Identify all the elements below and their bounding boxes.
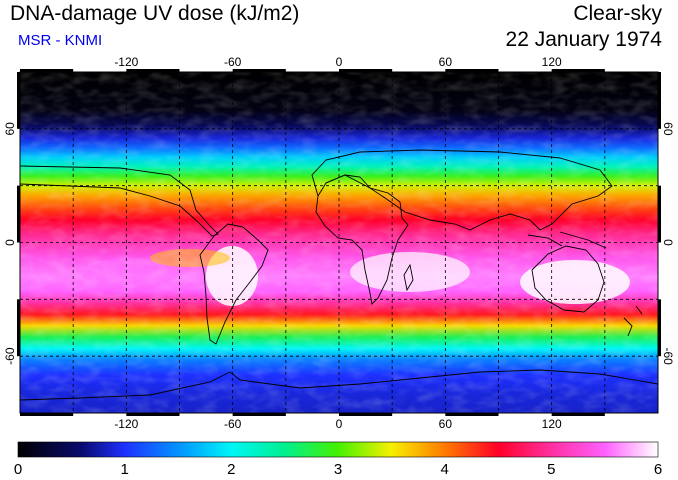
frame-seg-right-2 — [658, 185, 661, 243]
frame-seg-top-6 — [339, 69, 393, 72]
graticule — [20, 72, 658, 413]
lat-tick-right-0: 60 — [661, 122, 675, 136]
colorbar — [17, 441, 659, 458]
frame-seg-top-8 — [445, 69, 499, 72]
colorbar-labels: 0 1 2 3 4 5 6 — [14, 461, 662, 478]
lon-tick-top-2: 0 — [336, 55, 343, 69]
lon-tick-top-1: -60 — [224, 55, 242, 69]
australia-coastline — [531, 245, 605, 313]
lon-tick-bottom-1: -60 — [224, 417, 242, 431]
lat-labels-left: 60 0 -60 — [3, 122, 17, 365]
lat-tick-left-1: 0 — [3, 239, 17, 246]
colorbar-label-1: 1 — [120, 461, 128, 478]
frame-seg-left-0 — [17, 72, 20, 129]
lon-labels-bottom: -120 -60 0 60 120 — [114, 417, 562, 431]
source-label: MSR - KNMI — [18, 32, 103, 49]
lon-tick-top-3: 60 — [439, 55, 453, 69]
africa-coastline — [315, 174, 409, 305]
antarctica-coastline — [20, 369, 658, 401]
map-field — [20, 72, 658, 413]
frame-seg-bottom-10 — [551, 413, 605, 416]
colorbar-label-4: 4 — [440, 461, 448, 478]
frame-seg-left-2 — [17, 185, 20, 243]
frame-seg-bottom-6 — [339, 413, 393, 416]
lon-tick-top-0: -120 — [114, 55, 138, 69]
colorbar-label-5: 5 — [547, 461, 555, 478]
frame-seg-bottom-4 — [232, 413, 286, 416]
eurasia-coastline — [311, 149, 613, 231]
chart-title: DNA-damage UV dose (kJ/m2) — [10, 2, 300, 25]
frame-seg-top-2 — [126, 69, 180, 72]
lon-tick-bottom-0: -120 — [114, 417, 138, 431]
lat-tick-left-0: 60 — [3, 122, 17, 136]
frame-seg-top-10 — [551, 69, 605, 72]
lat-tick-left-2: -60 — [3, 347, 17, 365]
frame-seg-left-4 — [17, 299, 20, 357]
colorbar-label-0: 0 — [14, 461, 22, 478]
lat-labels-right: 60 0 -60 — [661, 122, 675, 365]
indonesia-coastline — [527, 231, 607, 249]
colorbar-label-2: 2 — [227, 461, 235, 478]
lon-tick-top-4: 120 — [542, 55, 562, 69]
condition-label: Clear-sky — [573, 2, 662, 25]
frame-seg-top-4 — [232, 69, 286, 72]
lon-tick-bottom-4: 120 — [542, 417, 562, 431]
frame-ticks — [17, 69, 661, 416]
lat-tick-right-2: -60 — [661, 347, 675, 365]
frame-seg-bottom-2 — [126, 413, 180, 416]
frame-seg-right-4 — [658, 299, 661, 357]
frame-seg-top-0 — [20, 69, 74, 72]
lon-tick-bottom-2: 0 — [336, 417, 343, 431]
date-label: 22 January 1974 — [505, 28, 662, 51]
south-america-coastline — [199, 223, 269, 345]
coastlines — [20, 149, 658, 401]
lat-tick-right-1: 0 — [661, 239, 675, 246]
colorbar-label-6: 6 — [654, 461, 662, 478]
colorbar-label-3: 3 — [334, 461, 342, 478]
madagascar-coastline — [403, 263, 414, 292]
frame-seg-bottom-8 — [445, 413, 499, 416]
frame-seg-bottom-0 — [20, 413, 74, 416]
lon-labels-top: -120 -60 0 60 120 — [114, 55, 562, 69]
frame-seg-right-0 — [658, 72, 661, 129]
lon-tick-bottom-3: 60 — [439, 417, 453, 431]
new-zealand-coastline — [623, 305, 643, 337]
north-america-coastline — [20, 165, 219, 237]
